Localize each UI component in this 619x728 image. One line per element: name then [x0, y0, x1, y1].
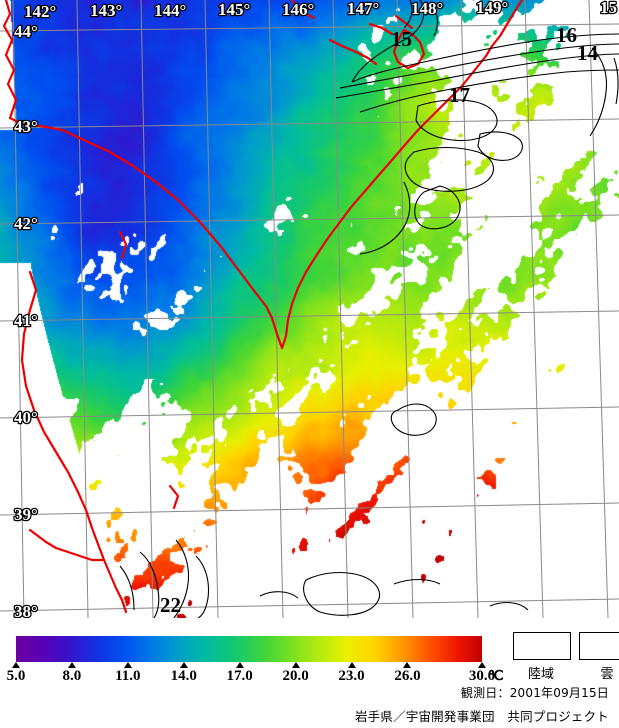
colorbar-tick-label: 5.0	[6, 668, 26, 684]
observation-date: 観測日：2001年09月15日	[460, 686, 609, 700]
colorbar-tick-label: 23.0	[338, 668, 365, 684]
lat-label-38: 38°	[14, 602, 38, 618]
contour-label-14: 14	[577, 41, 599, 65]
colorbar-tick	[347, 662, 356, 668]
longitude-label-group: 142° 143° 144° 145° 146° 147° 148° 149° …	[23, 0, 619, 22]
legend-swatch-cloud: 雲	[579, 632, 619, 682]
isotherm-contours	[119, 0, 619, 618]
lon-label-149: 149°	[476, 0, 508, 17]
map-overlay-layer: 15 16 17 14 22 142° 143° 144° 145° 146° …	[0, 0, 619, 618]
contour-label-16: 16	[556, 23, 577, 47]
lat-label-44: 44°	[14, 22, 38, 41]
sst-raster-layer	[0, 0, 619, 618]
legend-swatch-land: 陸域	[513, 632, 571, 682]
contour-label-group: 15 16 17 14 22	[160, 23, 599, 617]
latitude-label-group: 44° 43° 42° 41° 40° 39° 38°	[13, 21, 39, 618]
lat-label-40: 40°	[14, 408, 38, 427]
colorbar-tick-label: 20.0	[282, 668, 309, 684]
colorbar-tick	[123, 662, 132, 668]
land-swatch-box	[513, 632, 571, 660]
colorbar-tick-label: 8.0	[62, 668, 82, 684]
colorbar-tick-label: 26.0	[394, 668, 421, 684]
lon-label-146: 146°	[282, 0, 314, 19]
colorbar-tick	[478, 662, 486, 668]
colorbar-tick-label: 14.0	[170, 668, 197, 684]
cloud-swatch-box	[579, 632, 619, 660]
organization-credit: 岩手県／宇宙開発事業団 共同プロジェクト	[354, 709, 609, 724]
land-swatch-label: 陸域	[527, 667, 554, 682]
coastline	[2, 0, 524, 614]
lat-label-39: 39°	[14, 505, 38, 524]
map-viewport[interactable]: 15 16 17 14 22 142° 143° 144° 145° 146° …	[0, 0, 619, 618]
graticule	[0, 0, 619, 618]
colorbar-tick-label: 11.0	[115, 668, 141, 684]
legend-bar: 5.0 8.0 11.0 14.0 17.0 20.0 23.0 26.0 30.0 ℃ 陸域 …	[0, 618, 619, 684]
colorbar-tick	[235, 662, 244, 668]
colorbar-gradient	[16, 636, 482, 662]
lat-label-41: 41°	[14, 311, 38, 330]
colorbar-unit-label: ℃	[488, 669, 504, 684]
lat-label-42: 42°	[14, 214, 38, 233]
lon-label-144: 144°	[154, 1, 186, 20]
cloud-swatch-label: 雲	[600, 667, 614, 682]
contour-label-15: 15	[391, 27, 412, 51]
contour-label-22: 22	[160, 593, 181, 617]
colorbar-tick-label: 17.0	[226, 668, 253, 684]
footer: 観測日：2001年09月15日 岩手県／宇宙開発事業団 共同プロジェクト	[0, 684, 619, 728]
lat-label-43: 43°	[14, 117, 38, 136]
colorbar-tick-label: 30.0	[468, 668, 496, 684]
colorbar-container: 5.0 8.0 11.0 14.0 17.0 20.0 23.0 26.0 30.0	[7, 636, 495, 684]
lon-label-145: 145°	[218, 0, 250, 19]
lon-label-147: 147°	[347, 0, 379, 18]
colorbar-tick	[291, 662, 300, 668]
colorbar-tick	[403, 662, 412, 668]
lon-label-142: 142°	[24, 2, 56, 21]
lon-label-150: 15	[600, 0, 617, 17]
colorbar-tick	[179, 662, 188, 668]
lon-label-148: 148°	[411, 0, 443, 18]
lon-label-143: 143°	[90, 1, 122, 20]
colorbar-tick	[12, 662, 20, 668]
contour-label-17: 17	[449, 83, 470, 107]
colorbar-tick	[67, 662, 76, 668]
